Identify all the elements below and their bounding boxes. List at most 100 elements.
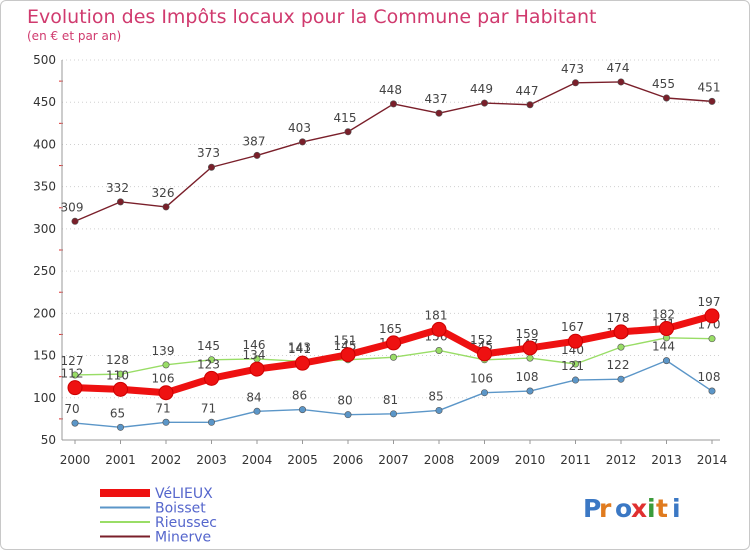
legend-label: VéLIEUX bbox=[155, 486, 213, 502]
data-label: 159 bbox=[516, 327, 539, 341]
data-label: 121 bbox=[561, 359, 584, 373]
y-tick-label: 150 bbox=[33, 349, 56, 363]
data-label: 139 bbox=[152, 344, 175, 358]
data-point bbox=[617, 375, 625, 383]
data-point bbox=[298, 406, 306, 414]
data-point bbox=[158, 385, 174, 401]
data-point bbox=[526, 101, 534, 109]
data-point bbox=[708, 387, 716, 395]
data-label: 127 bbox=[61, 354, 84, 368]
data-point bbox=[208, 418, 216, 426]
series-minerve: 309 332 326 373 387 403 415 448 437 449 447 473 474 4… bbox=[61, 61, 721, 225]
data-point bbox=[117, 198, 125, 206]
data-point bbox=[435, 406, 443, 414]
data-label: 84 bbox=[246, 390, 261, 404]
data-label: 134 bbox=[243, 348, 266, 362]
data-label: 145 bbox=[197, 339, 220, 353]
data-point bbox=[522, 340, 538, 356]
x-tick-label: 2000 bbox=[60, 453, 91, 467]
data-point bbox=[659, 321, 674, 337]
data-point bbox=[71, 419, 79, 427]
x-tick-label: 2004 bbox=[242, 453, 273, 467]
data-point bbox=[526, 354, 534, 362]
y-tick-label: 450 bbox=[33, 95, 56, 109]
data-label: 146 bbox=[243, 338, 266, 352]
data-point bbox=[344, 128, 352, 136]
data-point bbox=[67, 380, 83, 396]
data-point bbox=[162, 418, 170, 426]
data-label: 309 bbox=[61, 200, 84, 214]
x-tick-label: 2009 bbox=[469, 453, 500, 467]
y-tick-label: 100 bbox=[33, 391, 56, 405]
data-label: 152 bbox=[470, 333, 493, 347]
data-point bbox=[204, 370, 219, 386]
data-point bbox=[435, 109, 443, 117]
data-point bbox=[162, 203, 170, 211]
data-label: 123 bbox=[197, 357, 220, 371]
data-label: 71 bbox=[201, 401, 216, 415]
data-label: 332 bbox=[106, 181, 129, 195]
series-boisset: 70 65 71 71 84 86 80 81 85 106 108 121 122 144 108 bbox=[64, 340, 720, 431]
data-point bbox=[435, 346, 443, 354]
x-tick-label: 2003 bbox=[196, 453, 227, 467]
data-label: 143 bbox=[288, 340, 311, 354]
data-label: 106 bbox=[470, 372, 493, 386]
data-label: 70 bbox=[64, 402, 79, 416]
chart-subtitle: (en € et par an) bbox=[27, 29, 121, 43]
x-tick-label: 2005 bbox=[287, 453, 318, 467]
data-label: 80 bbox=[337, 394, 352, 408]
data-point bbox=[208, 356, 216, 364]
data-point bbox=[340, 347, 356, 363]
data-label: 403 bbox=[288, 121, 311, 135]
x-tick-label: 2011 bbox=[560, 453, 591, 467]
data-point bbox=[571, 79, 579, 87]
data-label: 85 bbox=[428, 389, 443, 403]
data-point bbox=[617, 343, 625, 351]
y-tick-label: 300 bbox=[33, 222, 56, 236]
data-label: 437 bbox=[425, 92, 448, 106]
data-point bbox=[613, 324, 629, 340]
data-label: 71 bbox=[155, 401, 170, 415]
legend-label: Boisset bbox=[155, 501, 206, 517]
data-point bbox=[389, 410, 397, 418]
x-tick-label: 2007 bbox=[378, 453, 409, 467]
data-label: 415 bbox=[334, 111, 357, 125]
data-point bbox=[249, 361, 265, 377]
data-point bbox=[253, 407, 261, 415]
data-label: 474 bbox=[607, 61, 630, 75]
x-tick-label: 2002 bbox=[151, 453, 182, 467]
data-point bbox=[298, 138, 306, 146]
data-point bbox=[662, 94, 670, 102]
data-label: 448 bbox=[379, 83, 402, 97]
data-label: 141 bbox=[288, 342, 311, 356]
data-label: 387 bbox=[243, 134, 266, 148]
data-label: 181 bbox=[425, 308, 448, 322]
x-tick-label: 2008 bbox=[424, 453, 455, 467]
series-layer: 309 332 326 373 387 403 415 448 437 449 447 473 474 4… bbox=[61, 61, 721, 431]
data-label: 81 bbox=[383, 393, 398, 407]
data-point bbox=[253, 151, 261, 159]
data-label: 108 bbox=[698, 370, 721, 384]
logo-letter: x bbox=[631, 494, 647, 523]
data-label: 451 bbox=[698, 80, 721, 94]
y-tick-label: 500 bbox=[33, 53, 56, 67]
data-point bbox=[480, 99, 488, 107]
data-point bbox=[617, 78, 625, 86]
data-label: 165 bbox=[379, 322, 402, 336]
y-tick-label: 350 bbox=[33, 180, 56, 194]
y-tick-label: 250 bbox=[33, 264, 56, 278]
data-label: 151 bbox=[334, 334, 357, 348]
data-point bbox=[71, 217, 79, 225]
logo-letter: r bbox=[599, 494, 612, 523]
data-label: 473 bbox=[561, 62, 584, 76]
data-label: 65 bbox=[110, 406, 125, 420]
data-point bbox=[526, 387, 534, 395]
axes: 50 100 150 200 250 300 350 400 450 500 2000 2001 200… bbox=[33, 53, 727, 467]
data-label: 128 bbox=[106, 353, 129, 367]
data-point bbox=[344, 411, 352, 419]
data-point bbox=[571, 376, 579, 384]
x-tick-label: 2014 bbox=[697, 453, 728, 467]
data-point bbox=[480, 389, 488, 397]
data-label: 112 bbox=[61, 367, 84, 381]
